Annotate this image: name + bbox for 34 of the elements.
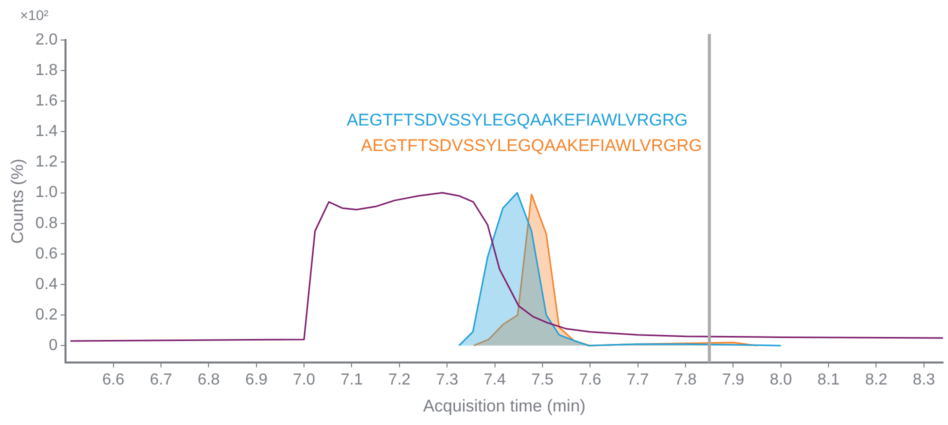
x-tick-label: 7.0 [292,371,316,388]
y-tick-label: 1.2 [35,154,58,171]
x-tick-label: 7.1 [340,371,363,388]
y-tick-label: 1.8 [35,62,58,79]
y-tick-label: 1.0 [35,184,58,202]
x-tick-label: 8.3 [912,371,936,388]
y-tick-label: 1.6 [35,92,58,110]
text: ×10² [20,6,49,23]
x-tick-label: 8.1 [817,371,840,388]
x-tick-label: 7.9 [722,371,744,388]
y-tick-label: 0 [48,337,58,354]
x-tick-label: 7.4 [484,371,506,388]
y-axis-title: Counts (%) [8,158,27,244]
text: AEGTFTSDVSSYLEGQAAKEFIAWLVRGRG [360,136,702,156]
x-tick-label: 8.0 [770,371,792,388]
x-tick-label: 6.8 [198,371,220,388]
x-tick-label: 7.5 [531,371,554,388]
x-axis-title: Acquisition time (min) [423,396,586,416]
y-tick-label: 2.0 [35,31,58,48]
x-tick-label: 7.7 [626,371,650,388]
y-tick-label: 0.4 [35,276,58,293]
y-tick-label: 0.6 [35,245,58,262]
y-tick-label: 1.4 [35,123,58,140]
x-tick-label: 6.7 [150,371,172,388]
text: AEGTFTSDVSSYLEGQAAKEFIAWLVRGRG [346,110,688,130]
x-tick-label: 6.6 [102,371,125,388]
y-tick-label: 0.2 [35,306,58,324]
x-tick-label: 7.6 [579,371,602,388]
x-tick-label: 6.9 [245,371,268,388]
x-tick-label: 7.3 [436,371,458,388]
y-tick-label: 0.8 [35,214,58,232]
x-tick-label: 7.2 [388,371,411,388]
x-tick-label: 7.8 [674,371,697,388]
x-tick-label: 8.2 [865,371,888,388]
